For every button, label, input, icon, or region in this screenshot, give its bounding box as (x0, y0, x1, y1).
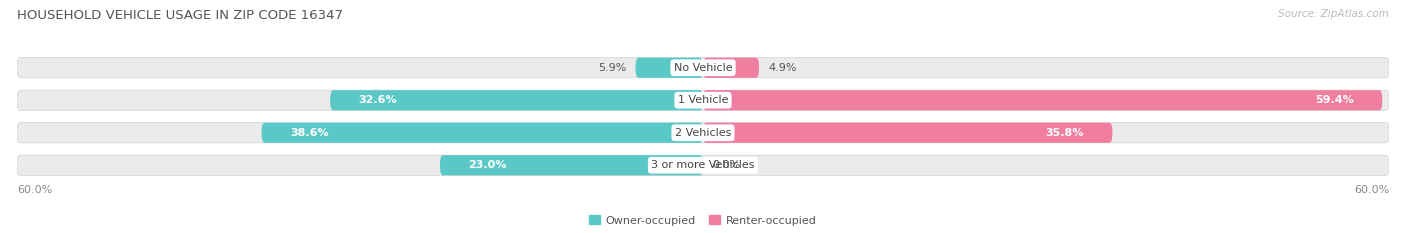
Text: 2 Vehicles: 2 Vehicles (675, 128, 731, 138)
Text: 5.9%: 5.9% (598, 63, 627, 73)
FancyBboxPatch shape (262, 123, 703, 143)
FancyBboxPatch shape (703, 123, 1112, 143)
Text: 32.6%: 32.6% (359, 95, 398, 105)
Legend: Owner-occupied, Renter-occupied: Owner-occupied, Renter-occupied (589, 216, 817, 226)
Text: Source: ZipAtlas.com: Source: ZipAtlas.com (1278, 9, 1389, 19)
Text: 35.8%: 35.8% (1046, 128, 1084, 138)
Text: 60.0%: 60.0% (1354, 185, 1389, 195)
Text: 38.6%: 38.6% (290, 128, 329, 138)
FancyBboxPatch shape (17, 155, 1389, 175)
Text: 60.0%: 60.0% (17, 185, 52, 195)
Text: 4.9%: 4.9% (768, 63, 797, 73)
FancyBboxPatch shape (636, 58, 703, 78)
FancyBboxPatch shape (17, 90, 1389, 110)
Text: HOUSEHOLD VEHICLE USAGE IN ZIP CODE 16347: HOUSEHOLD VEHICLE USAGE IN ZIP CODE 1634… (17, 9, 343, 22)
Text: 59.4%: 59.4% (1315, 95, 1354, 105)
FancyBboxPatch shape (703, 58, 759, 78)
Text: No Vehicle: No Vehicle (673, 63, 733, 73)
FancyBboxPatch shape (330, 90, 703, 110)
Text: 0.0%: 0.0% (713, 160, 741, 170)
FancyBboxPatch shape (17, 123, 1389, 143)
Text: 23.0%: 23.0% (468, 160, 508, 170)
FancyBboxPatch shape (17, 58, 1389, 78)
FancyBboxPatch shape (703, 90, 1382, 110)
Text: 3 or more Vehicles: 3 or more Vehicles (651, 160, 755, 170)
FancyBboxPatch shape (440, 155, 703, 175)
Text: 1 Vehicle: 1 Vehicle (678, 95, 728, 105)
